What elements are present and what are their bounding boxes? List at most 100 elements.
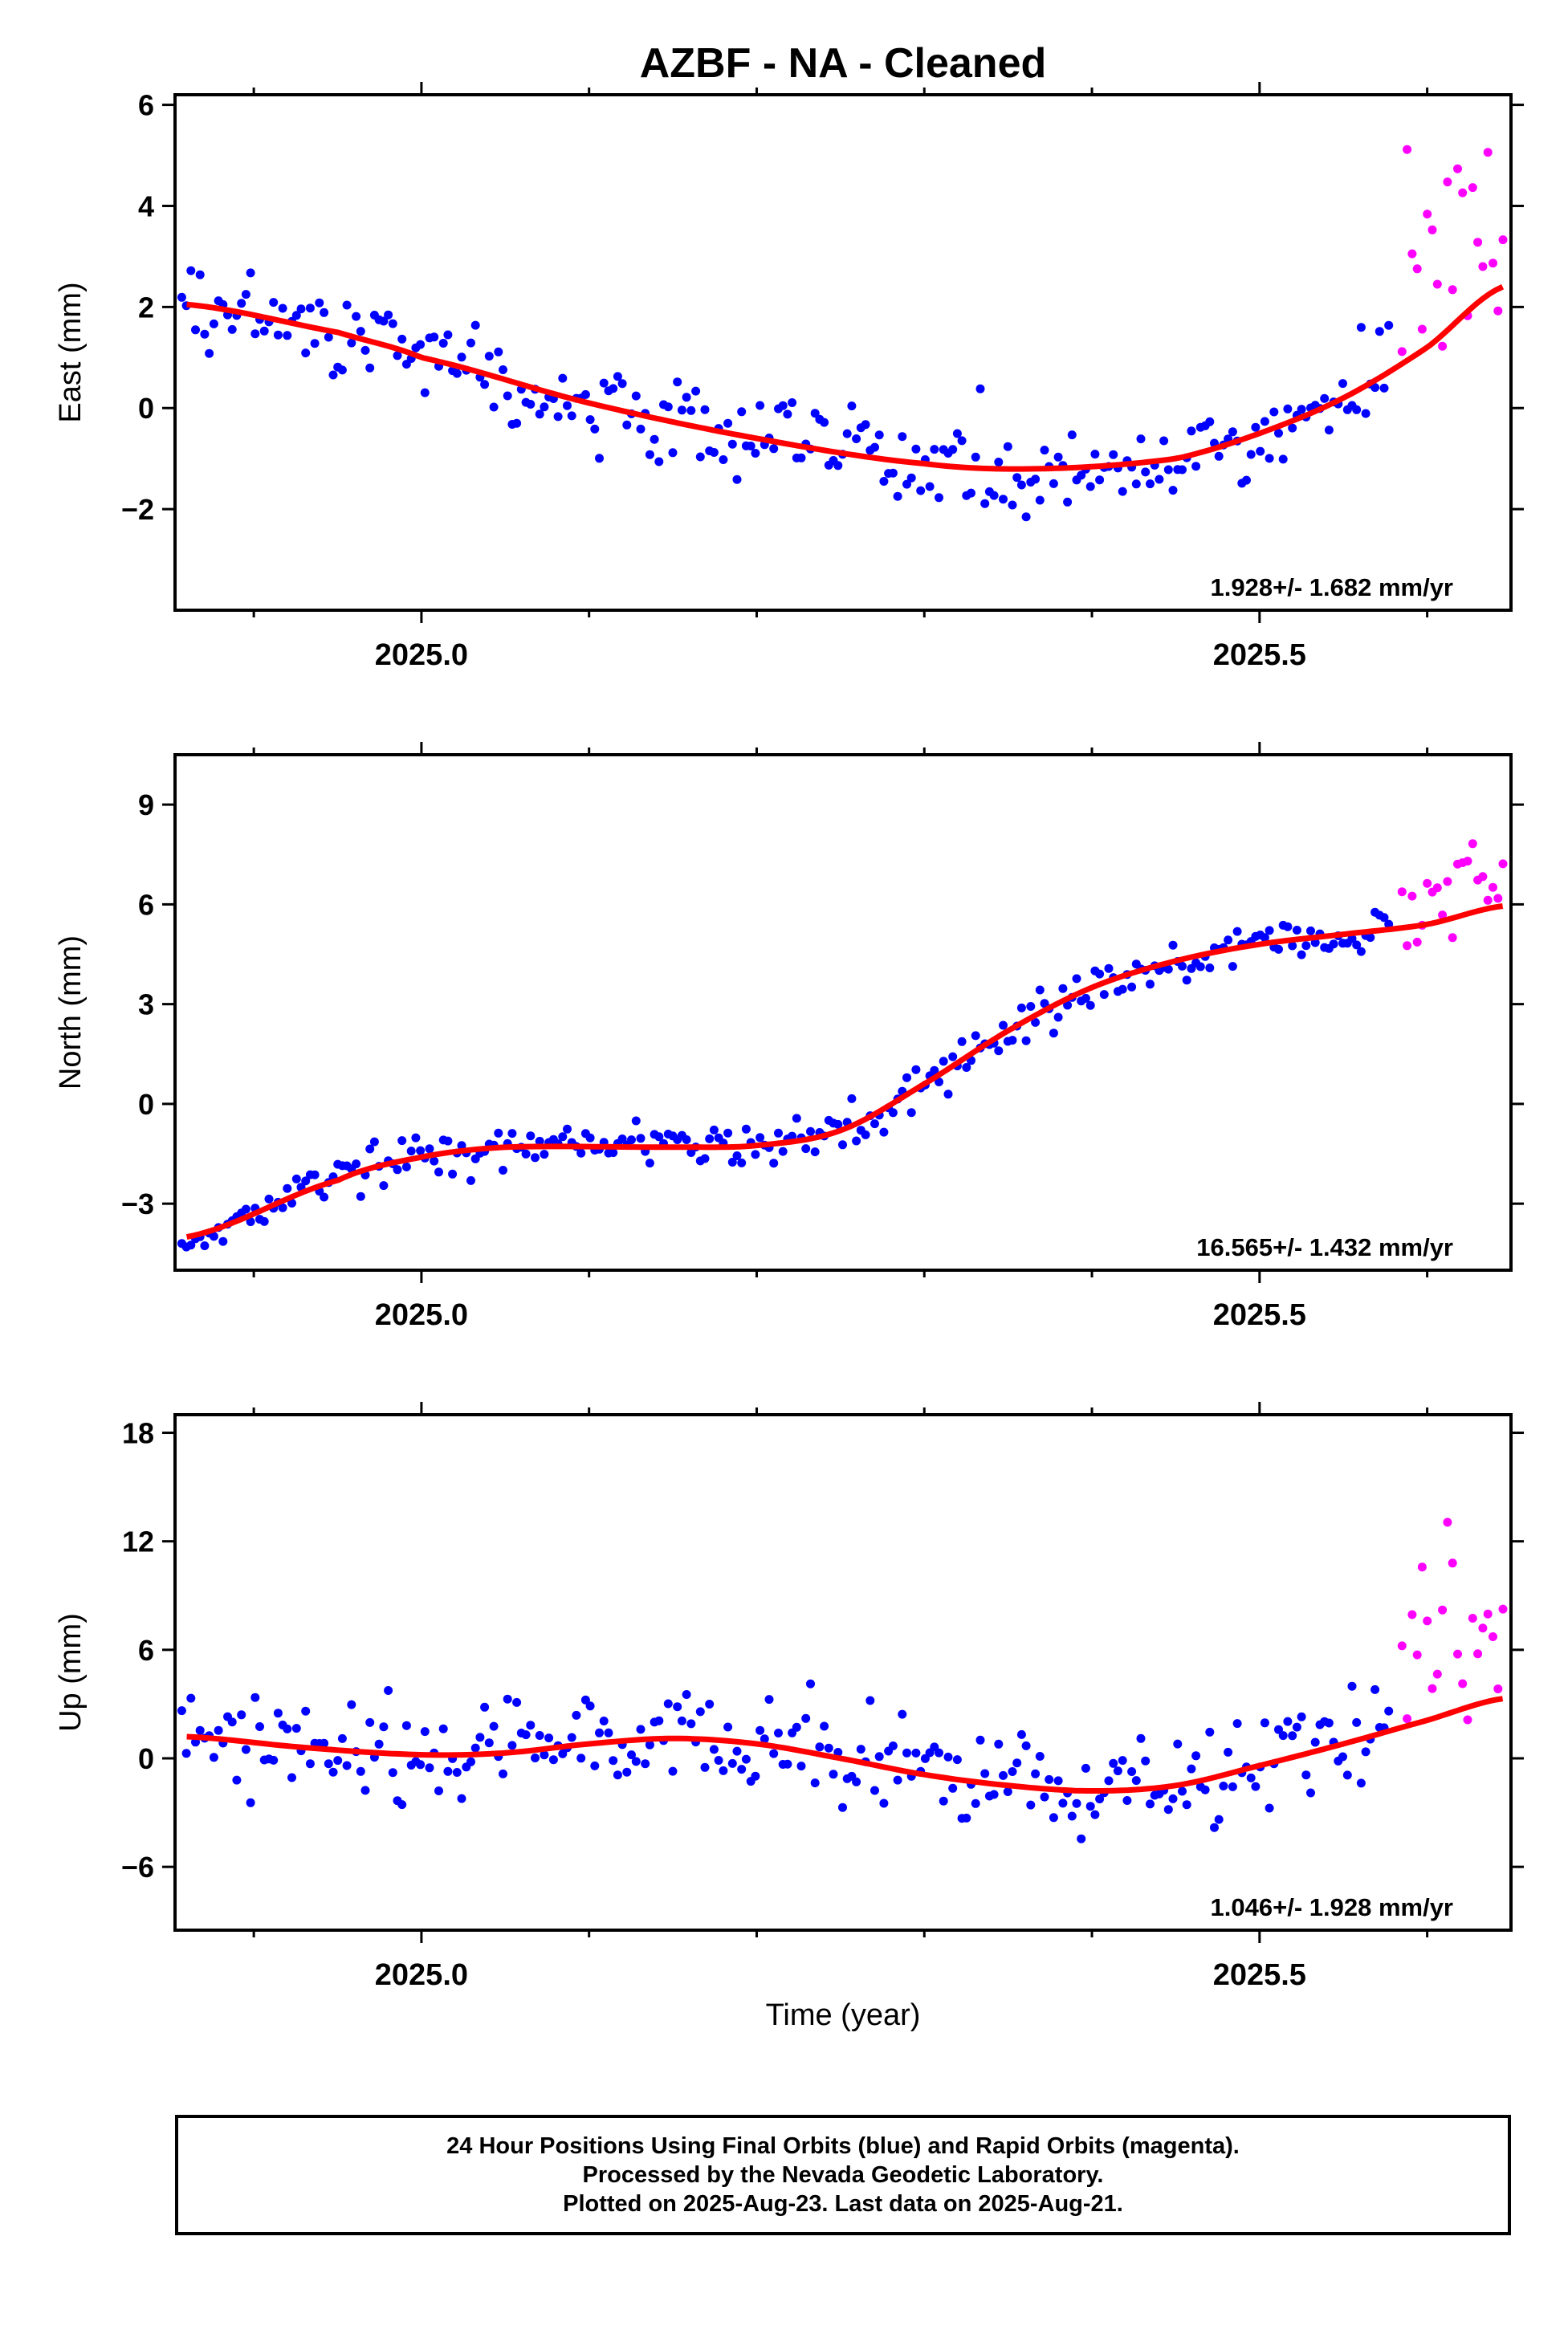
- final-orbit-point: [1026, 1002, 1036, 1011]
- final-orbit-point: [727, 1758, 737, 1768]
- final-orbit-point: [709, 1745, 719, 1754]
- final-orbit-point: [1361, 409, 1370, 418]
- final-orbit-point: [1109, 1758, 1118, 1768]
- final-orbit-point: [1324, 1718, 1334, 1728]
- final-orbit-point: [1012, 473, 1022, 483]
- final-orbit-point: [727, 1158, 737, 1167]
- final-orbit-point: [1352, 940, 1362, 950]
- final-orbit-point: [278, 303, 287, 313]
- final-orbit-point: [540, 1750, 549, 1760]
- final-orbit-point: [1214, 451, 1224, 461]
- final-orbit-point: [705, 1134, 715, 1143]
- final-orbit-point: [1265, 454, 1274, 463]
- final-orbit-point: [1090, 450, 1100, 459]
- final-orbit-point: [324, 1759, 333, 1769]
- rapid-orbit-point: [1407, 1610, 1417, 1619]
- final-orbit-point: [480, 1702, 490, 1712]
- final-orbit-point: [328, 1767, 338, 1777]
- final-orbit-point: [952, 1755, 962, 1765]
- final-orbit-point: [760, 1734, 769, 1744]
- final-orbit-point: [668, 448, 678, 458]
- final-orbit-point: [999, 495, 1008, 504]
- final-orbit-point: [443, 1136, 453, 1146]
- final-orbit-point: [691, 386, 701, 396]
- final-orbit-point: [737, 1765, 747, 1774]
- rapid-orbit-point: [1493, 894, 1503, 903]
- rapid-orbit-point: [1448, 1558, 1457, 1568]
- final-orbit-point: [911, 444, 921, 454]
- final-orbit-point: [590, 1761, 600, 1770]
- final-orbit-point: [1283, 1717, 1293, 1726]
- final-orbit-point: [1053, 452, 1063, 462]
- final-orbit-point: [948, 1783, 958, 1793]
- final-orbit-point: [1146, 1799, 1155, 1809]
- final-orbit-point: [259, 326, 269, 336]
- final-orbit-point: [320, 308, 329, 317]
- final-orbit-point: [264, 1194, 274, 1204]
- final-orbit-point: [677, 405, 686, 415]
- final-orbit-point: [388, 319, 397, 328]
- final-orbit-point: [700, 1762, 710, 1772]
- rapid-orbit-point: [1423, 878, 1432, 888]
- final-orbit-point: [700, 1154, 710, 1163]
- final-orbit-point: [1320, 393, 1330, 403]
- final-orbit-point: [723, 1128, 733, 1138]
- final-orbit-point: [677, 1716, 686, 1725]
- final-orbit-point: [856, 1745, 865, 1754]
- final-orbit-point: [1214, 1815, 1224, 1824]
- y-tick-label: −3: [121, 1187, 154, 1220]
- final-orbit-point: [1122, 1796, 1132, 1805]
- final-orbit-point: [241, 290, 250, 299]
- final-orbit-point: [645, 450, 654, 459]
- final-orbit-point: [250, 1693, 260, 1702]
- final-orbit-point: [397, 1800, 407, 1810]
- final-orbit-point: [1003, 1787, 1012, 1796]
- final-orbit-point: [1187, 426, 1196, 436]
- rapid-orbit-point: [1453, 1649, 1462, 1659]
- final-orbit-point: [200, 1241, 210, 1251]
- final-orbit-point: [627, 1750, 636, 1760]
- final-orbit-point: [1187, 1764, 1196, 1774]
- rapid-orbit-point: [1478, 872, 1488, 882]
- final-orbit-point: [548, 1755, 558, 1765]
- final-orbit-point: [1146, 980, 1155, 989]
- rapid-orbit-point: [1407, 891, 1417, 901]
- final-orbit-point: [1278, 454, 1288, 464]
- final-orbit-point: [1297, 405, 1306, 414]
- final-orbit-point: [287, 1773, 296, 1782]
- final-orbit-point: [1292, 1722, 1301, 1732]
- final-orbit-point: [1205, 963, 1215, 972]
- rapid-orbit-point: [1417, 1562, 1427, 1572]
- final-orbit-point: [847, 1094, 857, 1103]
- final-orbit-point: [1191, 1751, 1201, 1761]
- final-orbit-point: [1338, 379, 1347, 389]
- rapid-orbit-point: [1403, 941, 1412, 951]
- final-orbit-point: [1109, 450, 1118, 459]
- final-orbit-point: [755, 1133, 765, 1143]
- final-orbit-point: [269, 1755, 279, 1765]
- final-orbit-point: [719, 1766, 728, 1775]
- final-orbit-point: [540, 402, 549, 412]
- final-orbit-point: [935, 1748, 943, 1758]
- final-orbit-point: [567, 411, 576, 421]
- final-orbit-point: [585, 1133, 595, 1143]
- final-orbit-point: [801, 1144, 811, 1154]
- final-orbit-point: [475, 1733, 485, 1742]
- final-orbit-point: [971, 1031, 980, 1041]
- final-orbit-point: [1035, 1752, 1045, 1761]
- final-orbit-point: [305, 1759, 315, 1769]
- final-orbit-point: [861, 1130, 870, 1139]
- rapid-orbit-point: [1427, 225, 1437, 234]
- final-orbit-point: [1045, 1774, 1054, 1784]
- final-orbit-point: [1356, 1778, 1366, 1788]
- final-orbit-point: [489, 1721, 499, 1731]
- final-orbit-point: [769, 1749, 779, 1758]
- final-orbit-point: [1021, 1036, 1031, 1045]
- final-orbit-point: [186, 266, 196, 275]
- final-orbit-point: [1283, 404, 1293, 413]
- final-orbit-point: [273, 1709, 283, 1718]
- rapid-orbit-point: [1407, 249, 1417, 259]
- final-orbit-point: [1205, 417, 1215, 426]
- final-orbit-point: [1232, 927, 1242, 936]
- final-orbit-point: [384, 1686, 393, 1695]
